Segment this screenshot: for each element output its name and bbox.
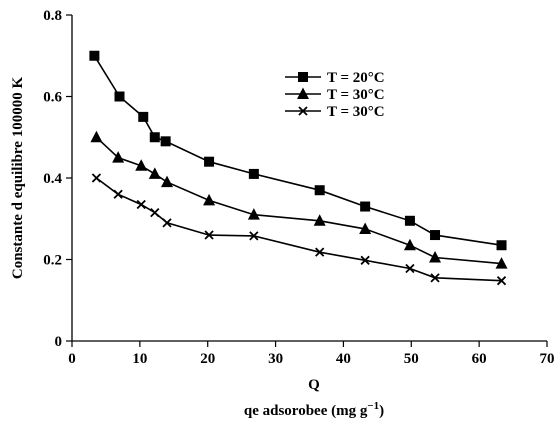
legend-entry: T = 20°C [285,70,385,86]
data-point [403,238,416,251]
x-tick-label: 0 [68,351,76,367]
x-axis-top-title: Q [308,377,320,393]
x-tick-label: 50 [404,351,419,367]
series-line [95,177,502,282]
legend-label: T = 30°C [327,87,385,103]
data-point [136,199,146,210]
x-axis-title-superscript: −1 [367,400,379,412]
legend-label: T = 20°C [327,70,385,86]
data-point [248,168,259,179]
data-point [138,111,149,122]
legend-entry: T = 30°C [285,87,385,103]
series-x [91,173,507,286]
legend-entry: T = 30°C [285,104,385,120]
data-point [162,218,172,228]
data-point [313,214,326,226]
y-tick-label: 0.6 [43,90,62,106]
data-point [359,222,372,234]
data-point [495,257,508,269]
data-point [150,208,160,218]
axes: 0 10 20 30 40 50 60 70 0 0.2 0.4 0.6 0.8 [43,8,554,367]
data-point [204,156,215,167]
data-point [149,132,160,143]
data-point [249,231,259,241]
x-tick-label: 10 [132,351,147,367]
x-tick-label: 60 [472,351,487,367]
data-point [112,151,125,163]
data-point [160,136,171,147]
data-point [404,215,415,226]
legend-marker [298,72,308,82]
data-point [90,130,103,143]
y-tick-label: 0.8 [43,8,62,24]
legend-label: T = 30°C [327,104,385,120]
data-point [148,167,161,179]
legend: T = 20°CT = 30°CT = 30°C [285,70,385,120]
data-point [430,273,440,283]
data-point [314,185,325,196]
x-axis-title: qe adsorobee (mg g−1) [244,400,384,419]
data-point [113,189,123,199]
data-point [360,255,370,265]
x-tick-label: 70 [540,351,555,367]
data-point [496,276,507,286]
data-point [315,247,325,257]
x-tick-label: 30 [268,351,283,367]
x-tick-label: 20 [200,351,215,367]
data-point [135,159,148,171]
data-point [204,230,214,240]
series-square [89,50,507,251]
data-point [91,173,102,183]
series-line [95,136,502,265]
y-tick-label: 0 [55,334,63,350]
x-tick-label: 40 [336,351,351,367]
series-line [93,55,502,246]
data-point [429,250,442,263]
y-tick-label: 0.4 [43,171,62,187]
data-point [360,201,371,212]
y-tick-label: 0.2 [43,253,62,269]
data-point [203,193,216,206]
x-axis-title-main: qe adsorobee (mg g [244,403,368,419]
data-point [247,208,260,220]
data-point [89,50,100,61]
data-point [161,175,173,188]
data-point [114,91,125,102]
x-axis-title-end: ) [379,403,384,419]
y-axis-title: Constante d equilibre 100000 K [10,77,26,280]
series-triangle [90,130,508,269]
series-layer [89,50,508,286]
legend-marker [298,106,308,116]
legend-marker [297,87,309,99]
data-point [496,240,507,251]
data-point [405,263,415,274]
data-point [430,230,441,241]
